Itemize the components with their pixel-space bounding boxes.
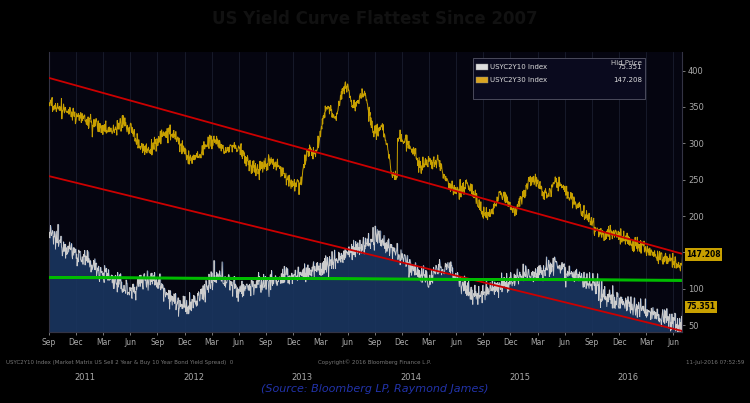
Text: 147.208: 147.208 [613, 77, 642, 83]
Text: 2011: 2011 [74, 373, 95, 382]
Text: 75.351: 75.351 [617, 64, 642, 70]
Text: 2014: 2014 [400, 373, 422, 382]
Text: 75.351: 75.351 [686, 302, 716, 311]
Text: 2012: 2012 [183, 373, 204, 382]
Text: 147.208: 147.208 [686, 250, 721, 259]
Text: 2016: 2016 [617, 373, 639, 382]
Text: 2013: 2013 [292, 373, 313, 382]
Text: Copyright© 2016 Bloomberg Finance L.P.: Copyright© 2016 Bloomberg Finance L.P. [319, 359, 431, 365]
Text: Hid Price: Hid Price [611, 60, 642, 66]
Text: 2015: 2015 [509, 373, 530, 382]
Text: USYC2Y30 Index: USYC2Y30 Index [490, 77, 548, 83]
Text: 11-Jul-2016 07:52:59: 11-Jul-2016 07:52:59 [686, 360, 744, 365]
Text: US Yield Curve Flattest Since 2007: US Yield Curve Flattest Since 2007 [212, 10, 538, 28]
Text: USYC2Y10 Index (Market Matrix US Sell 2 Year & Buy 10 Year Bond Yield Spread)  0: USYC2Y10 Index (Market Matrix US Sell 2 … [6, 360, 233, 365]
Text: (Source: Bloomberg LP, Raymond James): (Source: Bloomberg LP, Raymond James) [261, 384, 489, 394]
Text: USYC2Y10 Index: USYC2Y10 Index [490, 64, 548, 70]
